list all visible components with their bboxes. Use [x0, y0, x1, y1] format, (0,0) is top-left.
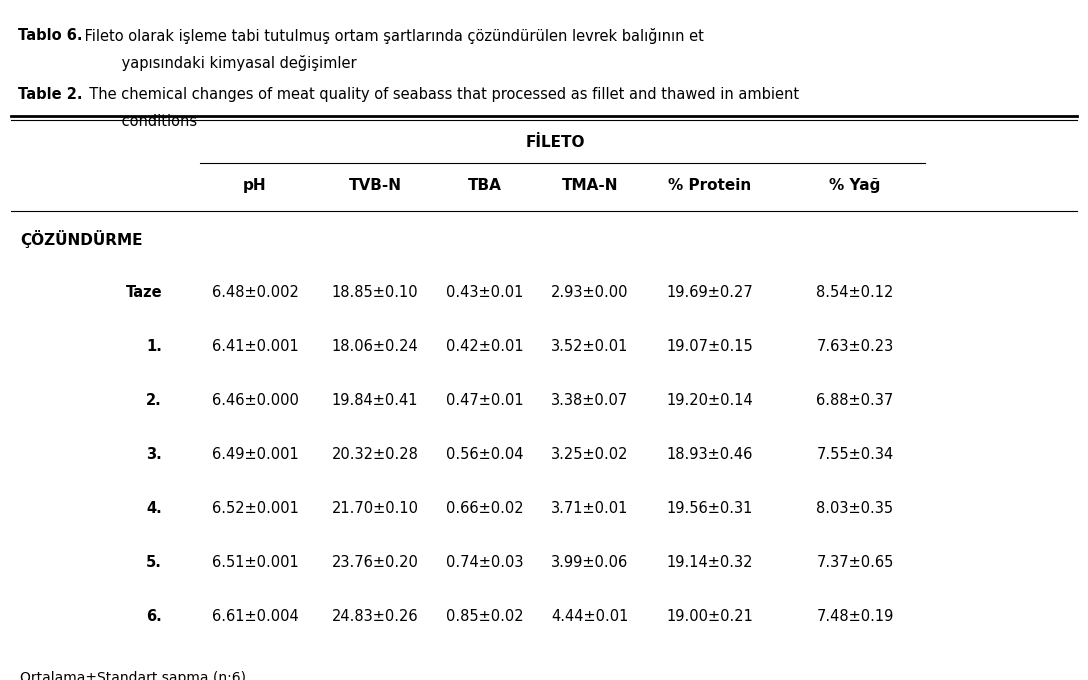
Text: Fileto olarak işleme tabi tutulmuş ortam şartlarında çözündürülen levrek balığın: Fileto olarak işleme tabi tutulmuş ortam… — [81, 29, 704, 44]
Text: 19.56±0.31: 19.56±0.31 — [667, 501, 753, 516]
Text: 20.32±0.28: 20.32±0.28 — [332, 447, 419, 462]
Text: 24.83±0.26: 24.83±0.26 — [332, 609, 418, 624]
Text: Taze: Taze — [125, 285, 162, 300]
Text: 6.61±0.004: 6.61±0.004 — [212, 609, 298, 624]
Text: 19.07±0.15: 19.07±0.15 — [667, 339, 753, 354]
Text: Ortalama±Standart sapma (n:6): Ortalama±Standart sapma (n:6) — [20, 671, 246, 680]
Text: TBA: TBA — [468, 177, 502, 192]
Text: TMA-N: TMA-N — [561, 177, 618, 192]
Text: 7.55±0.34: 7.55±0.34 — [816, 447, 893, 462]
Text: 0.66±0.02: 0.66±0.02 — [446, 501, 523, 516]
Text: 0.47±0.01: 0.47±0.01 — [446, 393, 523, 408]
Text: 19.00±0.21: 19.00±0.21 — [667, 609, 753, 624]
Text: Tablo 6.: Tablo 6. — [18, 29, 83, 44]
Text: 3.: 3. — [146, 447, 162, 462]
Text: 4.: 4. — [146, 501, 162, 516]
Text: 0.74±0.03: 0.74±0.03 — [446, 555, 523, 570]
Text: 1.: 1. — [146, 339, 162, 354]
Text: 7.63±0.23: 7.63±0.23 — [816, 339, 893, 354]
Text: yapısındaki kimyasal değişimler: yapısındaki kimyasal değişimler — [81, 55, 357, 71]
Text: 0.42±0.01: 0.42±0.01 — [446, 339, 523, 354]
Text: 6.88±0.37: 6.88±0.37 — [816, 393, 893, 408]
Text: 0.85±0.02: 0.85±0.02 — [446, 609, 523, 624]
Text: 2.: 2. — [146, 393, 162, 408]
Text: 7.37±0.65: 7.37±0.65 — [816, 555, 893, 570]
Text: 0.43±0.01: 0.43±0.01 — [446, 285, 523, 300]
Text: 3.71±0.01: 3.71±0.01 — [552, 501, 629, 516]
Text: 21.70±0.10: 21.70±0.10 — [332, 501, 419, 516]
Text: Table 2.: Table 2. — [18, 87, 83, 102]
Text: 3.52±0.01: 3.52±0.01 — [552, 339, 629, 354]
Text: 18.93±0.46: 18.93±0.46 — [667, 447, 753, 462]
Text: 0.56±0.04: 0.56±0.04 — [446, 447, 523, 462]
Text: 2.93±0.00: 2.93±0.00 — [552, 285, 629, 300]
Text: 6.49±0.001: 6.49±0.001 — [212, 447, 298, 462]
Text: 6.41±0.001: 6.41±0.001 — [212, 339, 298, 354]
Text: The chemical changes of meat quality of seabass that processed as fillet and tha: The chemical changes of meat quality of … — [81, 87, 799, 102]
Text: 4.44±0.01: 4.44±0.01 — [552, 609, 629, 624]
Text: % Yağ: % Yağ — [829, 177, 880, 192]
Text: 19.20±0.14: 19.20±0.14 — [667, 393, 753, 408]
Text: 6.48±0.002: 6.48±0.002 — [211, 285, 298, 300]
Text: 19.14±0.32: 19.14±0.32 — [667, 555, 753, 570]
Text: 8.54±0.12: 8.54±0.12 — [816, 285, 893, 300]
Text: FİLETO: FİLETO — [526, 135, 584, 150]
Text: 19.69±0.27: 19.69±0.27 — [667, 285, 753, 300]
Text: 3.99±0.06: 3.99±0.06 — [552, 555, 629, 570]
Text: conditions: conditions — [81, 114, 197, 129]
Text: 3.38±0.07: 3.38±0.07 — [552, 393, 629, 408]
Text: 7.48±0.19: 7.48±0.19 — [816, 609, 893, 624]
Text: 23.76±0.20: 23.76±0.20 — [332, 555, 419, 570]
Text: pH: pH — [244, 177, 267, 192]
Text: % Protein: % Protein — [668, 177, 752, 192]
Text: 3.25±0.02: 3.25±0.02 — [552, 447, 629, 462]
Text: 5.: 5. — [146, 555, 162, 570]
Text: 6.51±0.001: 6.51±0.001 — [212, 555, 298, 570]
Text: 6.52±0.001: 6.52±0.001 — [211, 501, 298, 516]
Text: 18.85±0.10: 18.85±0.10 — [332, 285, 418, 300]
Text: 18.06±0.24: 18.06±0.24 — [332, 339, 419, 354]
Text: ÇÖZÜNDÜRME: ÇÖZÜNDÜRME — [20, 230, 143, 248]
Text: 8.03±0.35: 8.03±0.35 — [816, 501, 893, 516]
Text: 19.84±0.41: 19.84±0.41 — [332, 393, 418, 408]
Text: 6.46±0.000: 6.46±0.000 — [211, 393, 298, 408]
Text: 6.: 6. — [146, 609, 162, 624]
Text: TVB-N: TVB-N — [348, 177, 401, 192]
